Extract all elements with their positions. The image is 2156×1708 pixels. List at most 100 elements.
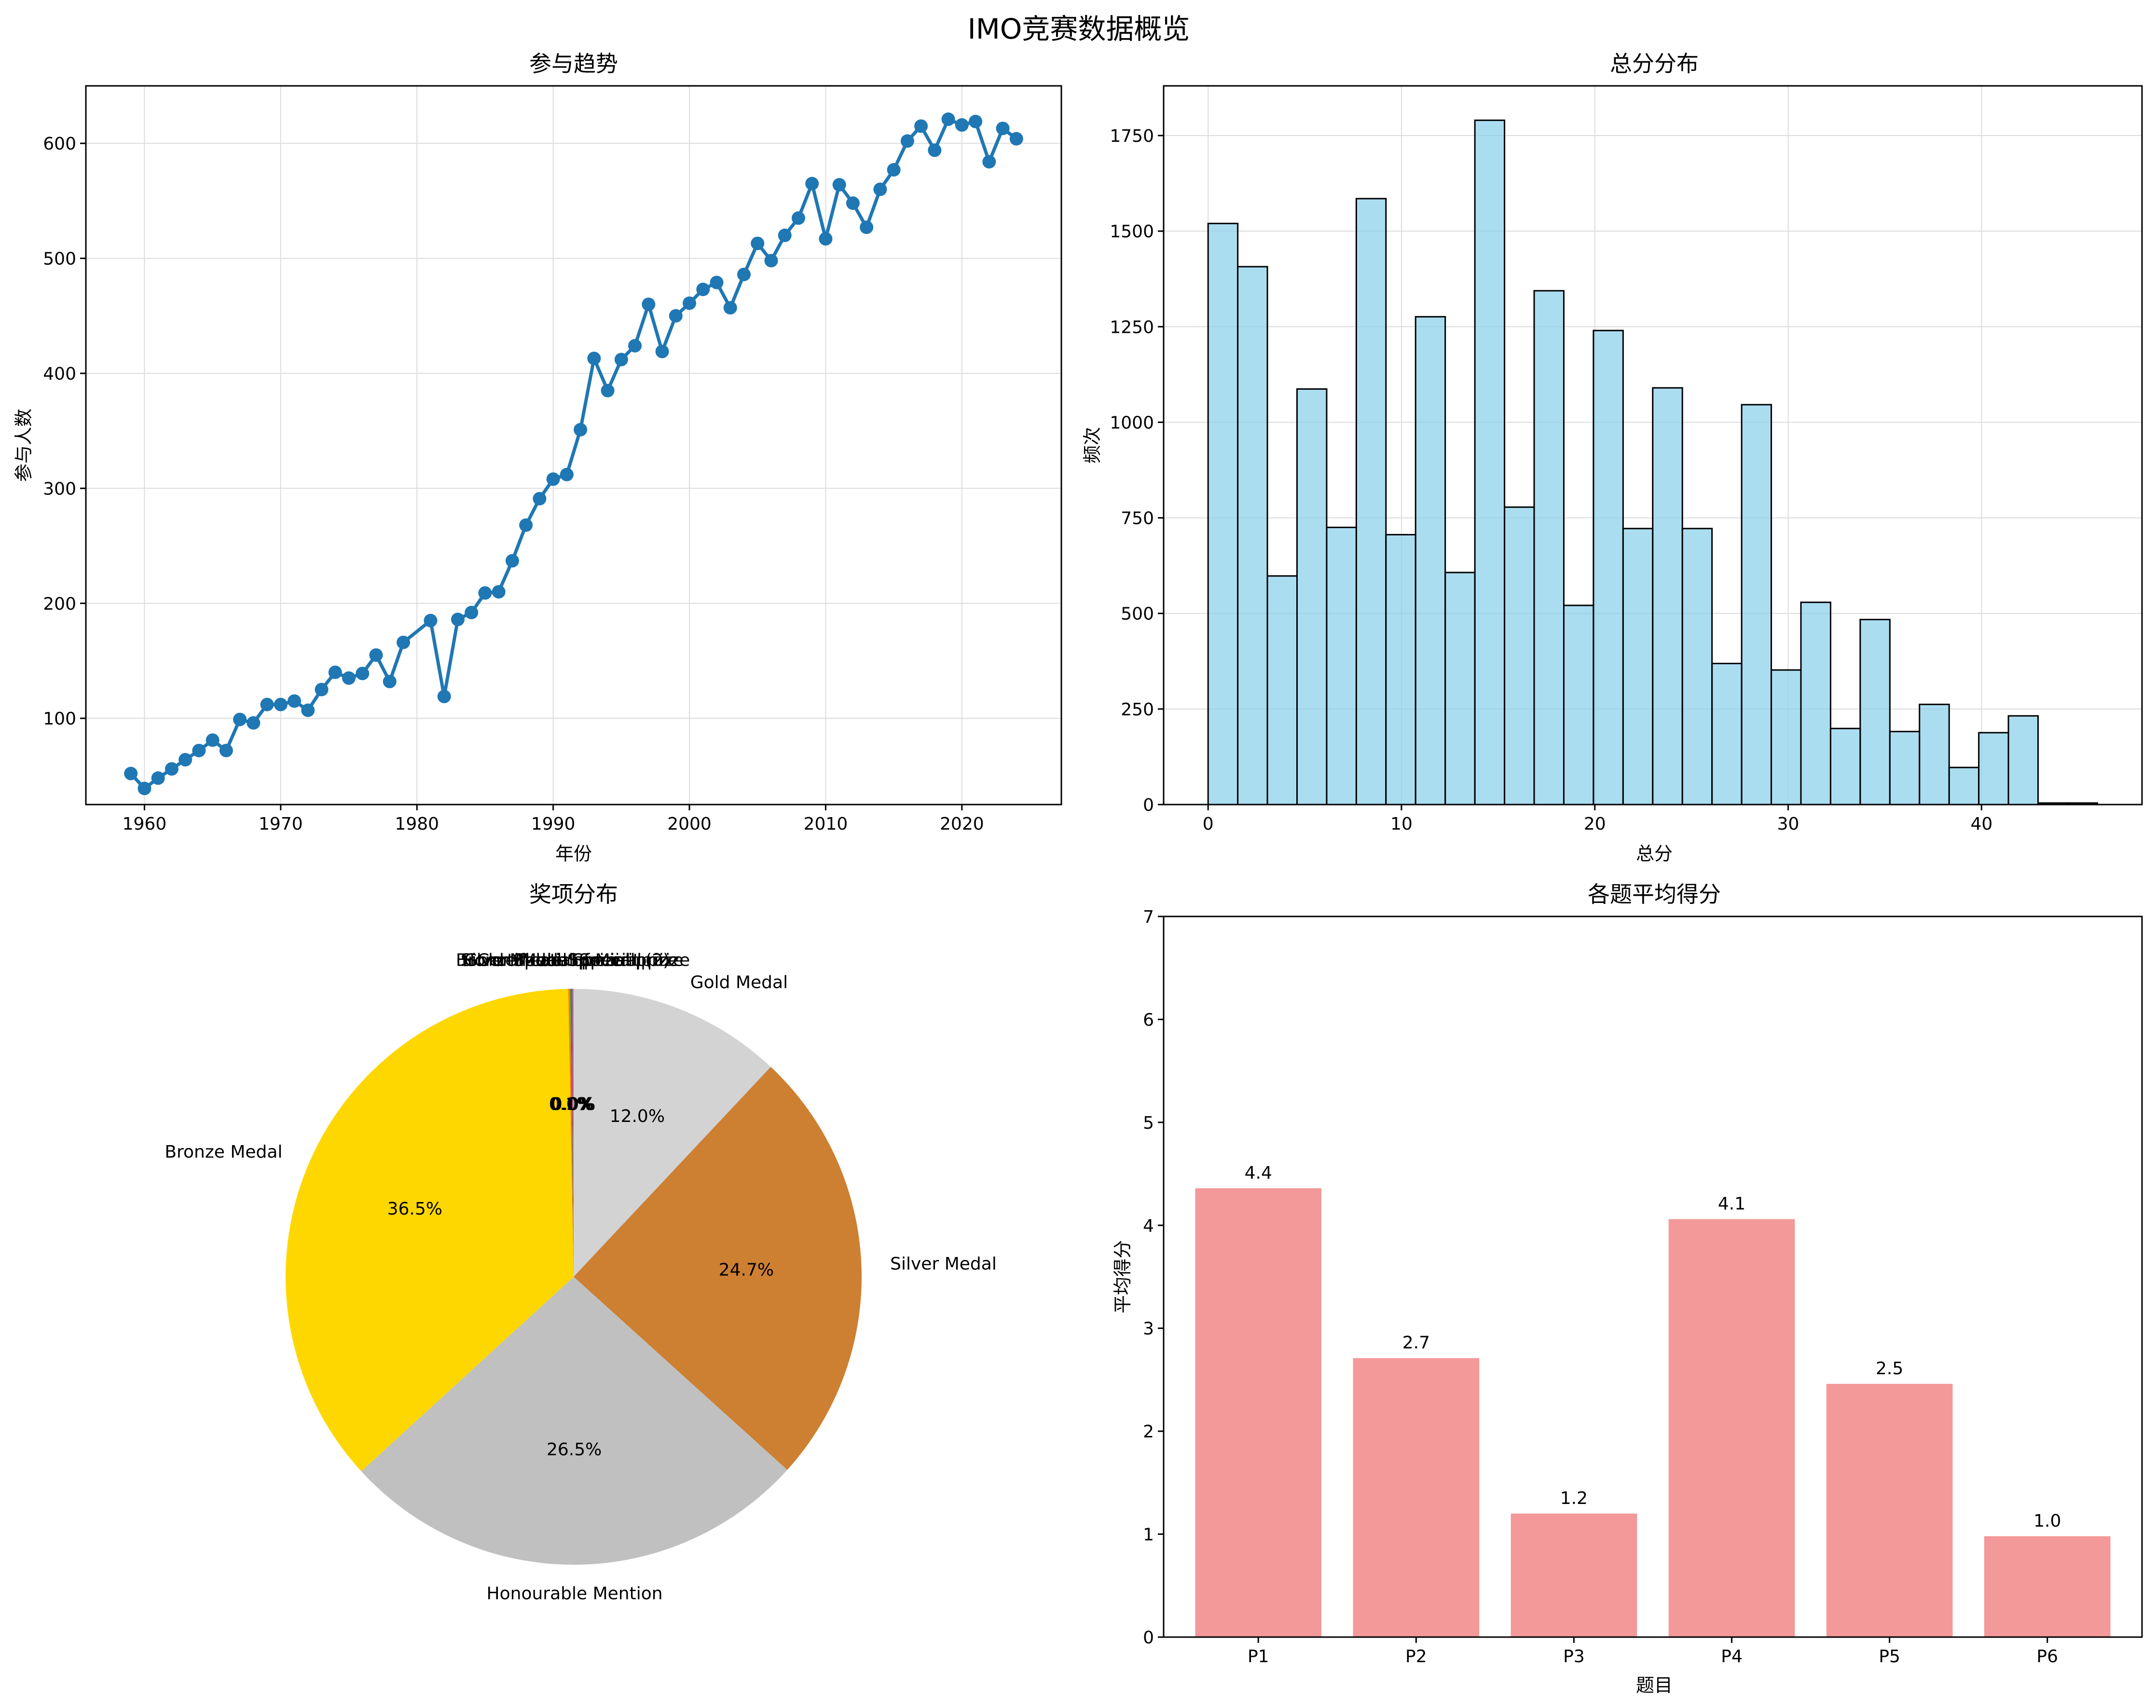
participation-point [996, 122, 1010, 136]
participation-point [437, 689, 451, 703]
line-x-tick-label: 1980 [395, 814, 439, 834]
participation-point [383, 674, 397, 688]
histogram-bar [1919, 703, 1950, 806]
participation-point [274, 697, 288, 711]
bar-y-tick-label: 0 [1143, 1628, 1154, 1648]
problem-bar [1511, 1513, 1637, 1637]
bar-chart-title: 各题平均得分 [1588, 881, 1721, 907]
participation-point [492, 585, 506, 599]
histogram-y-tick-label: 1500 [1110, 222, 1154, 242]
histogram-y-tick-label: 0 [1143, 795, 1154, 815]
histogram-bar [1533, 290, 1565, 806]
histogram-bar [1207, 222, 1239, 806]
histogram-bar [1385, 533, 1416, 806]
histogram-x-tick-label: 40 [1970, 814, 1992, 834]
line-series [124, 112, 1023, 795]
line-x-tick-label: 1960 [123, 814, 167, 834]
participation-point [151, 771, 165, 785]
figure-title: IMO竞赛数据概览 [968, 13, 1190, 45]
histogram-bar [1711, 663, 1743, 806]
problem-bar [1826, 1383, 1953, 1637]
participation-point [696, 282, 710, 296]
histogram-bar [1326, 526, 1357, 806]
histogram-bar [1771, 669, 1802, 806]
bar-y-tick-label: 1 [1143, 1525, 1154, 1545]
bar-value-label: 2.7 [1402, 1333, 1430, 1353]
histogram-y-tick-label: 500 [1121, 604, 1154, 624]
pie-category-label: Silver Medal Special prize [461, 950, 684, 970]
participation-point [614, 353, 628, 367]
line-x-axis-label: 年份 [555, 843, 592, 864]
pie-percent-label: 0.0% [551, 1094, 595, 1114]
histogram-x-ticks: 0 10 20 30 40 [1203, 805, 1992, 834]
participation-point [342, 671, 356, 685]
histogram-x-tick-label: 10 [1390, 814, 1413, 834]
histogram-bar [1593, 329, 1624, 806]
pie-category-label: Gold Medal Special prize [464, 950, 678, 970]
histogram-y-axis-label: 频次 [1082, 427, 1103, 464]
pie-slice [573, 989, 574, 1277]
participation-point [914, 119, 928, 133]
pie-percent-label: 0.0% [550, 1094, 594, 1114]
participation-point [819, 232, 833, 246]
line-y-tick-label: 300 [43, 479, 76, 499]
histogram-bar [1563, 604, 1594, 806]
line-y-tick-label: 500 [43, 249, 76, 269]
participation-point [465, 605, 479, 619]
bar-x-tick-label: P2 [1405, 1647, 1427, 1667]
pie-percent-label: 36.5% [387, 1199, 442, 1219]
histogram-bar [1296, 388, 1328, 806]
bar-y-tick-label: 7 [1143, 907, 1154, 927]
histogram-bar [1741, 404, 1772, 806]
pie-percent-label: 24.7% [719, 1260, 774, 1280]
histogram-x-axis-label: 总分 [1636, 843, 1673, 864]
histogram-bar [1681, 528, 1713, 806]
participation-point [601, 383, 615, 397]
participation-point [887, 163, 901, 177]
histogram-bar [1414, 316, 1446, 806]
participation-point [574, 423, 588, 437]
participation-point [723, 301, 737, 315]
pie-category-label: Gold Medal [690, 972, 788, 992]
pie-category-label: Honourable Special prize [462, 950, 679, 970]
bar-y-tick-label: 6 [1143, 1010, 1154, 1030]
bar-value-label: 4.1 [1718, 1194, 1745, 1214]
line-y-axis-label: 参与人数 [13, 409, 34, 482]
pie-slice [574, 989, 771, 1277]
participation-point [137, 781, 151, 795]
participation-point [737, 267, 751, 281]
participation-point [832, 178, 846, 192]
pie-percent-label: 12.0% [610, 1107, 665, 1126]
histogram-y-tick-label: 1000 [1110, 413, 1154, 433]
participation-point [710, 275, 724, 289]
histogram-bar [2007, 715, 2039, 806]
participation-point [860, 220, 874, 234]
bar-y-axis-label: 平均得分 [1112, 1240, 1133, 1313]
participation-point [124, 766, 138, 780]
pie-percent-label: 0.0% [551, 1094, 595, 1114]
histogram-bar [1889, 731, 1921, 806]
participation-point [560, 467, 574, 481]
participation-point [628, 339, 642, 353]
participation-point [969, 114, 983, 128]
pie-slice [285, 989, 574, 1472]
bar-x-tick-label: P5 [1879, 1647, 1900, 1667]
bar-y-tick-label: 2 [1143, 1422, 1154, 1442]
participation-point [683, 296, 697, 310]
pie-percent-label: 0.0% [551, 1094, 595, 1114]
pie-labels: Gold Medal 12.0% Silver Medal 24.7% Honourab… [165, 950, 997, 1603]
line-y-tick-label: 600 [43, 134, 76, 154]
participation-point [751, 236, 765, 250]
histogram-y-tick-label: 1250 [1110, 317, 1154, 337]
line-y-tick-label: 200 [43, 594, 76, 614]
problem-bar [1195, 1188, 1322, 1637]
pie-slice [571, 989, 574, 1277]
histogram-bar [1859, 618, 1891, 806]
bar-x-axis-label: 题目 [1636, 1675, 1673, 1696]
line-x-tick-label: 2010 [804, 814, 848, 834]
bar-x-tick-label: P3 [1563, 1647, 1585, 1667]
line-gridlines [86, 86, 1061, 805]
pie-category-label: Bronze Medal [165, 1142, 282, 1162]
participation-point [328, 665, 342, 679]
